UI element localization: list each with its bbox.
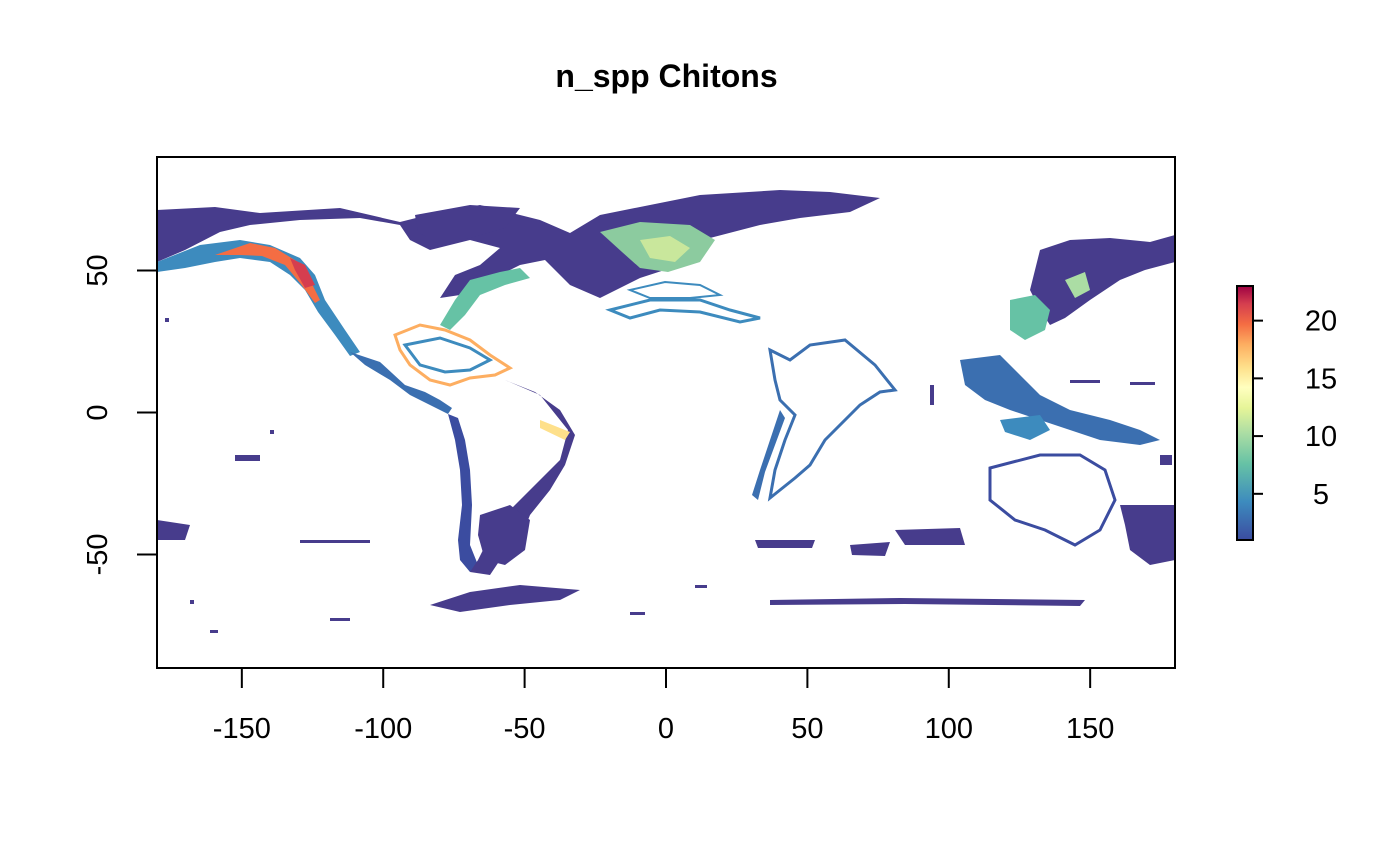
x-tick-label: 50 — [791, 713, 823, 745]
south-america-west — [448, 414, 478, 572]
x-tick-label: 150 — [1066, 713, 1114, 745]
color-legend: 5 10 15 20 — [1236, 285, 1337, 541]
legend-tick-label: 20 — [1305, 306, 1337, 338]
map-panel — [157, 190, 1175, 633]
x-axis: -150 -100 -50 0 50 100 150 — [213, 667, 1114, 745]
x-tick-label: -100 — [354, 713, 412, 745]
patagonia-shelf — [478, 505, 530, 565]
y-tick-label: 0 — [82, 404, 114, 420]
legend-tick-label: 15 — [1305, 363, 1337, 395]
y-tick-label: 50 — [82, 254, 114, 286]
y-tick-label: -50 — [82, 533, 114, 575]
nz-shelf — [1120, 505, 1175, 565]
se-asia-shelf — [960, 355, 1160, 445]
caribbean — [393, 323, 514, 387]
central-america-coast — [350, 352, 452, 414]
x-tick-label: 0 — [658, 713, 674, 745]
greenland-shelf — [415, 205, 520, 245]
legend-colorbar — [1236, 285, 1254, 541]
x-tick-label: 100 — [925, 713, 973, 745]
legend-tick-label: 5 — [1313, 479, 1329, 511]
x-tick-label: -150 — [213, 713, 271, 745]
alaska-coast — [157, 240, 360, 356]
island-specks — [165, 318, 1172, 633]
ne-asia-shelf — [1030, 235, 1175, 325]
arctic-shelf — [157, 190, 880, 298]
australia-coast — [988, 453, 1117, 547]
antarctic-shelf — [430, 585, 580, 612]
africa-coast — [767, 338, 898, 502]
plot-title: n_spp Chitons — [555, 58, 778, 94]
mediterranean — [605, 298, 761, 324]
y-axis: -50 0 50 — [82, 254, 157, 575]
legend-tick-label: 10 — [1305, 421, 1337, 453]
x-tick-label: -50 — [504, 713, 546, 745]
us-east-coast — [440, 268, 530, 330]
